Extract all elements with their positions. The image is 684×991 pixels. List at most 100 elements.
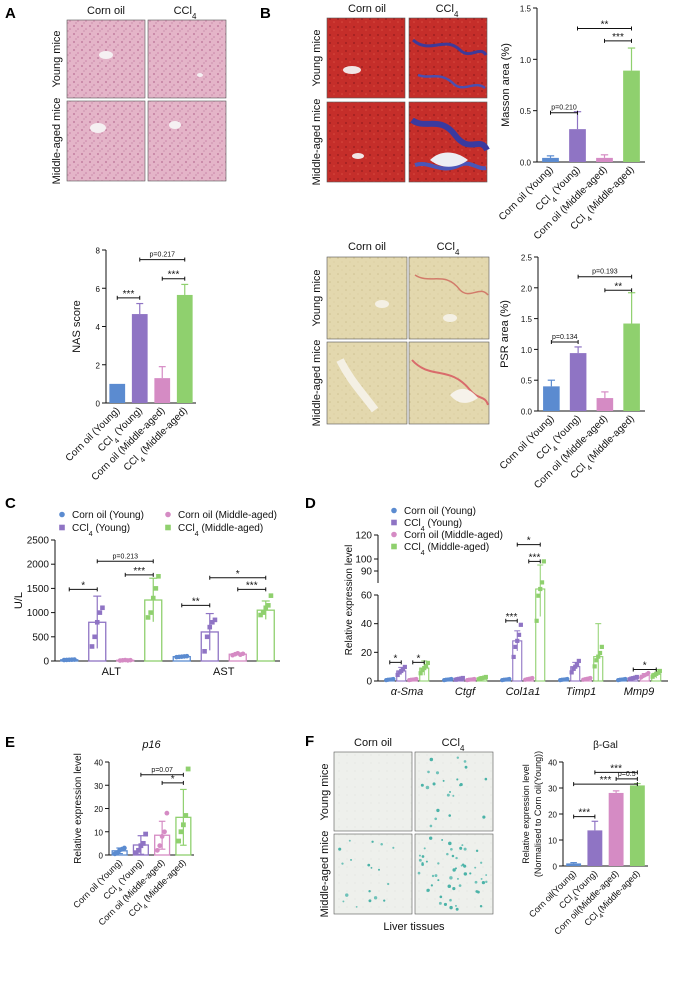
label-subscript: 4 (550, 444, 559, 453)
panel-a-col1: Corn oil (87, 5, 125, 17)
sig-label: *** (246, 580, 258, 591)
y-tick-label: 500 (32, 632, 49, 643)
label-part: (Middle-aged) (583, 164, 636, 217)
stain-dot (461, 863, 465, 866)
stain-dot (458, 884, 462, 887)
y-tick-label: 30 (94, 782, 103, 791)
y-tick-label: 20 (361, 648, 373, 659)
data-point (136, 847, 141, 853)
psr-vessel (375, 300, 389, 308)
gal-positive-stain (338, 756, 488, 911)
stain-dot (387, 882, 390, 886)
stain-dot (383, 899, 386, 902)
panel-b: B Corn oil CCl4 Young mice Middle-aged m… (260, 3, 490, 185)
x-tick-label: α-Sma (391, 686, 424, 698)
masson-fibrosis (417, 73, 486, 90)
stain-dot (463, 872, 468, 876)
y-axis-label: Masson area (%) (500, 43, 512, 127)
panel-a-label: A (5, 5, 16, 22)
masson-vessel (343, 66, 361, 74)
stain-dot (418, 858, 422, 862)
sig-label: ** (601, 20, 609, 31)
y-tick-label: 2.0 (521, 284, 533, 293)
panel-b-col1: Corn oil (348, 3, 386, 15)
stain-dot (469, 872, 472, 875)
sig-label: * (394, 653, 398, 664)
data-point (507, 676, 512, 682)
sig-label: *** (612, 32, 624, 43)
stain-dot (464, 765, 468, 769)
panel-f-col2-main: CCl (442, 737, 460, 749)
data-point (150, 595, 156, 601)
bar (176, 294, 193, 403)
data-point (423, 664, 429, 669)
data-point (100, 605, 105, 611)
stain-dot (417, 871, 421, 875)
stain-dot (370, 866, 373, 869)
x-tick-label: Corn oil (Young) (497, 164, 556, 223)
psr-col2: CCl4 (437, 241, 460, 257)
data-point (516, 632, 522, 637)
stain-dot (461, 844, 464, 847)
psr-mid-corn (326, 341, 408, 425)
data-point (513, 644, 518, 649)
stain-dot (448, 814, 452, 817)
masson-fibrosis (410, 117, 490, 152)
data-point (391, 531, 397, 538)
sig-label: ** (192, 596, 200, 607)
stain-dot (341, 862, 344, 865)
stain-dot (431, 874, 435, 878)
stain-dot (380, 842, 383, 846)
data-point (180, 822, 186, 828)
y-axis-label: Relative expression level (521, 764, 531, 864)
stain-dot (367, 863, 371, 867)
panel-a: A Corn oil CCl4 Young mice Middle-aged m… (5, 5, 227, 185)
panel-f-col1: Corn oil (354, 737, 392, 749)
y-tick-label: 6 (96, 285, 101, 294)
y-tick-label: 2000 (27, 560, 50, 571)
data-point (266, 603, 271, 608)
y-tick-label: 0.5 (521, 377, 533, 386)
data-point (207, 624, 213, 630)
panel-b-col2-sub: 4 (454, 10, 459, 19)
bar (629, 785, 645, 866)
data-point (511, 654, 516, 660)
data-point (145, 615, 151, 620)
sig-label: * (81, 580, 85, 591)
y-axis-label: U/L (13, 592, 25, 609)
chart-psr-area: 0.0 0.5 1.0 1.5 2.0 2.5 p=0.134 ** p=0.193 PSR ar… (498, 254, 645, 491)
sig-label: *** (610, 763, 622, 774)
panel-f-images: F Corn oil CCl4 Young mice Middle-aged m… (305, 733, 494, 933)
stain-dot (429, 824, 433, 828)
legend-label: Corn oil (Middle-aged) (404, 530, 503, 541)
bar (596, 157, 613, 162)
stain-dot (355, 905, 358, 908)
y-tick-label: 120 (355, 531, 372, 542)
y-tick-label: 1.5 (521, 315, 533, 324)
chart-masson-area: 0.0 0.5 1.0 1.5 p=0.210 ***** Masson area (%) C… (497, 5, 645, 242)
masson-fibrosis (412, 38, 488, 56)
x-tick-label: Ctgf (455, 686, 476, 698)
data-point (391, 519, 397, 526)
psr-collagen (411, 359, 489, 406)
gal-young-corn (333, 751, 413, 832)
y-tick-label: 4 (96, 323, 101, 332)
he-mid-ccl4 (147, 100, 227, 182)
stain-dot (459, 782, 463, 787)
y-tick-label: 40 (94, 759, 103, 768)
panel-e-label: E (5, 734, 15, 751)
label-subscript: 4 (584, 214, 593, 223)
y-axis-label: Relative expression level (344, 545, 355, 656)
stain-dot (437, 879, 440, 882)
y-tick-label: 20 (94, 805, 103, 814)
stain-dot (449, 905, 453, 910)
panel-b-label: B (260, 5, 271, 22)
stain-dot (452, 868, 456, 872)
stain-dot (485, 880, 488, 884)
label-part: (Middle-aged) (425, 542, 489, 553)
psr-col2-sub: 4 (455, 248, 460, 257)
stain-dot (371, 840, 374, 843)
chart-title: β-Gal (593, 740, 618, 751)
data-point (573, 664, 578, 669)
panel-a-row2: Middle-aged mice (51, 98, 63, 185)
